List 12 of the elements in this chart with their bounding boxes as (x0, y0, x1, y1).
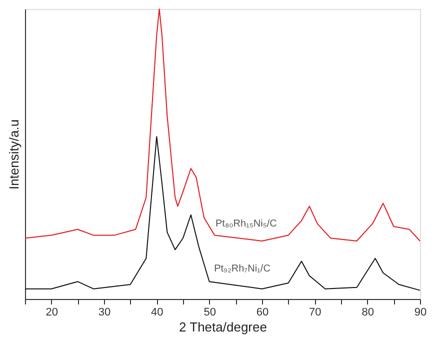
x-tick-label: 80 (362, 306, 374, 318)
series-label: Pt₈₀Rh₁₅Ni₅/C (215, 218, 277, 230)
x-tick-label: 90 (414, 306, 427, 318)
x-tick-label: 50 (204, 306, 216, 318)
y-axis-title: Intensity/a.u (6, 119, 22, 190)
x-tick-label: 60 (256, 306, 269, 318)
series-label: Pt₉₂Rh₇Ni₁/C (214, 264, 270, 275)
x-tick-label: 20 (46, 306, 58, 318)
x-tick-label: 30 (98, 306, 111, 318)
x-tick-label: 40 (151, 306, 164, 318)
x-tick-label: 70 (309, 306, 322, 318)
x-axis-title: 2 Theta/degree (179, 320, 267, 334)
